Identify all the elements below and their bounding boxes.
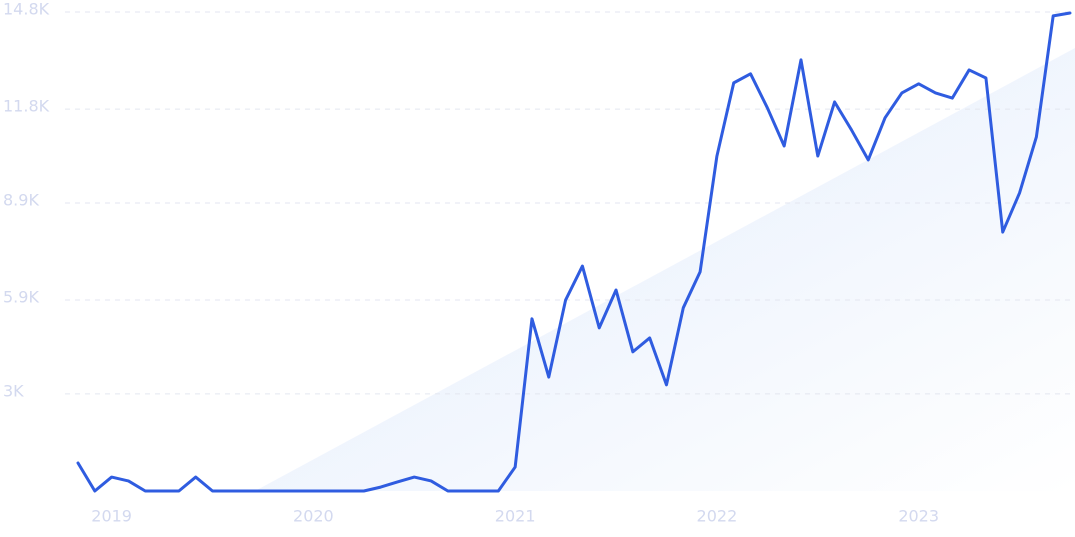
y-tick-label: 11.8K: [3, 97, 50, 116]
x-tick-label: 2021: [495, 507, 536, 526]
y-tick-label: 5.9K: [3, 288, 39, 307]
x-tick-label: 2020: [293, 507, 334, 526]
trend-line: [76, 11, 1072, 493]
x-tick-label: 2023: [898, 507, 939, 526]
x-tick-label: 2019: [91, 507, 132, 526]
y-tick-label: 3K: [3, 381, 24, 400]
trend-area: [255, 48, 1075, 491]
x-tick-label: 2022: [697, 507, 738, 526]
y-tick-label: 8.9K: [3, 190, 39, 209]
y-tick-label: 14.8K: [3, 0, 50, 19]
